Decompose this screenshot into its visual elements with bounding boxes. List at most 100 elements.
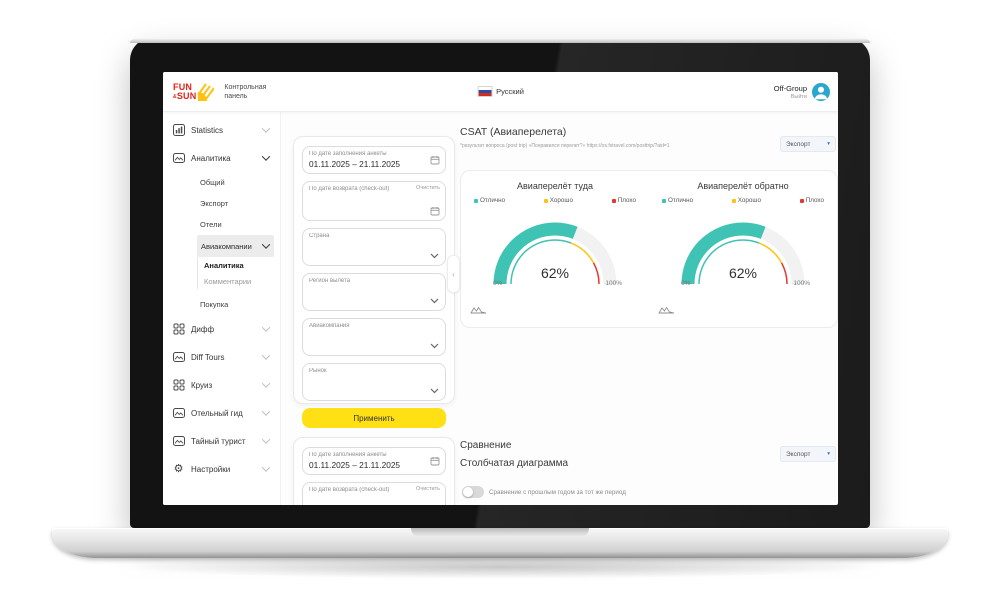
gauge-axis-labels: 0% 100% bbox=[681, 280, 810, 287]
gauge-flight-return: Авиаперелёт обратно Отлично Хорошо Плохо bbox=[649, 171, 837, 327]
toggle-knob bbox=[463, 487, 473, 497]
chevron-down-icon bbox=[261, 124, 271, 133]
csat-gauges-card: Авиаперелёт туда Отлично Хорошо Плохо bbox=[460, 170, 838, 328]
sidebar: Statistics Аналитика Общий Экспорт От bbox=[163, 112, 281, 505]
clear-link[interactable]: Очистить bbox=[416, 486, 440, 492]
country-select[interactable]: Страна bbox=[302, 228, 446, 266]
sidebar-item-avia-analitika[interactable]: Аналитика bbox=[204, 260, 244, 270]
sidebar-item-avia-kommentarii[interactable]: Комментарии bbox=[204, 276, 252, 286]
legend-dot-bad bbox=[611, 198, 616, 203]
sidebar-item-oteli[interactable]: Отели bbox=[200, 220, 222, 229]
date-checkout-field[interactable]: По дате возврата (check-out) Очистить bbox=[302, 482, 446, 505]
legend-dot-excellent bbox=[662, 198, 666, 203]
laptop-bezel: FUN &SUN Контрольная панель bbox=[130, 38, 870, 528]
dashboard-screen: FUN &SUN Контрольная панель bbox=[163, 72, 838, 505]
sidebar-item-otelniy-gid[interactable]: Отельный гид bbox=[163, 399, 280, 427]
chevron-down-icon bbox=[430, 253, 439, 259]
funsun-logo[interactable]: FUN &SUN bbox=[173, 82, 215, 101]
date-survey-field[interactable]: По дате заполнения анкеты 01.11.2025 – 2… bbox=[302, 447, 446, 475]
comparison-toggle[interactable] bbox=[462, 486, 484, 498]
sidebar-item-nastroyki[interactable]: ⚙ Настройки bbox=[163, 455, 280, 483]
app-title: Контрольная панель bbox=[224, 83, 267, 100]
filters-panel-secondary: По дате заполнения анкеты 01.11.2025 – 2… bbox=[293, 437, 455, 505]
sidebar-item-tayniy-turist[interactable]: Тайный турист bbox=[163, 427, 280, 455]
area-chart-icon bbox=[470, 306, 487, 314]
image-chart-icon bbox=[172, 407, 185, 420]
airline-select[interactable]: Авиакомпания bbox=[302, 318, 446, 356]
gauge-legend: Отлично Хорошо Плохо bbox=[649, 197, 837, 204]
user-icon bbox=[814, 86, 828, 99]
sidebar-item-kruiz[interactable]: Круиз bbox=[163, 371, 280, 399]
language-switcher[interactable]: Русский bbox=[477, 86, 524, 97]
sidebar-item-pokupka[interactable]: Покупка bbox=[200, 300, 229, 309]
calendar-icon bbox=[430, 155, 440, 165]
sun-rays-icon bbox=[197, 83, 215, 101]
language-label: Русский bbox=[496, 87, 524, 96]
date-checkout-field[interactable]: По дате возврата (check-out) Очистить bbox=[302, 181, 446, 221]
legend-dot-good bbox=[543, 198, 548, 203]
sidebar-item-statistics[interactable]: Statistics bbox=[163, 116, 280, 144]
sidebar-item-label: Дифф bbox=[191, 324, 215, 334]
image-chart-icon bbox=[172, 152, 185, 165]
sidebar-item-label: Тайный турист bbox=[191, 436, 246, 446]
chevron-down-icon bbox=[430, 343, 439, 349]
collapse-filters-handle[interactable]: ‹ bbox=[447, 255, 460, 293]
chevron-down-icon bbox=[430, 298, 439, 304]
gauge-chart: 62% bbox=[681, 222, 805, 285]
chevron-down-icon bbox=[261, 379, 271, 388]
chevron-down-icon bbox=[261, 407, 271, 416]
chevron-down-icon bbox=[430, 388, 439, 394]
toggle-label: Сравнение с прошлым годом за тот же пери… bbox=[489, 488, 626, 496]
export-button[interactable]: Экспорт ▾ bbox=[780, 136, 836, 152]
area-chart-icon bbox=[658, 306, 675, 314]
date-range-value: 01.11.2025 – 21.11.2025 bbox=[309, 460, 401, 470]
grid-icon bbox=[172, 323, 185, 336]
sidebar-item-label: Настройки bbox=[191, 464, 231, 474]
grid-icon bbox=[172, 379, 185, 392]
chevron-left-icon: ‹ bbox=[452, 269, 455, 279]
image-chart-icon bbox=[172, 435, 185, 448]
main-content: CSAT (Авиаперелета) *результат вопроса (… bbox=[460, 112, 838, 505]
sidebar-item-eksport[interactable]: Экспорт bbox=[200, 199, 229, 208]
sidebar-item-aviakompanii[interactable]: Авиакомпании bbox=[197, 235, 274, 257]
russia-flag-icon bbox=[477, 86, 493, 97]
legend-dot-excellent bbox=[474, 198, 478, 203]
legend-dot-good bbox=[731, 198, 736, 203]
clear-link[interactable]: Очистить bbox=[416, 185, 440, 191]
gauge-chart: 62% bbox=[493, 222, 617, 285]
chevron-down-icon bbox=[261, 435, 271, 444]
gear-icon: ⚙ bbox=[173, 462, 184, 475]
bar-chart-icon bbox=[172, 124, 185, 137]
top-header: FUN &SUN Контрольная панель bbox=[163, 72, 838, 112]
account-name: Off-Group bbox=[773, 83, 807, 93]
sidebar-item-obshiy[interactable]: Общий bbox=[200, 178, 225, 187]
gauge-title: Авиаперелёт обратно bbox=[697, 181, 789, 191]
aviakompanii-submenu: Аналитика Комментарии bbox=[197, 257, 280, 289]
gauge-legend: Отлично Хорошо Плохо bbox=[461, 197, 649, 204]
export-button-comparison[interactable]: Экспорт ▾ bbox=[780, 446, 836, 462]
gauge-value: 62% bbox=[729, 265, 757, 281]
sidebar-item-label: Аналитика bbox=[191, 153, 231, 163]
comparison-subtitle: Столбчатая диаграмма bbox=[460, 458, 569, 469]
chevron-down-icon bbox=[261, 240, 271, 249]
gauge-flight-outbound: Авиаперелёт туда Отлично Хорошо Плохо bbox=[461, 171, 649, 327]
gauge-title: Авиаперелёт туда bbox=[517, 181, 593, 191]
chevron-down-icon bbox=[261, 351, 271, 360]
chevron-down-icon bbox=[261, 323, 271, 332]
dropdown-arrow-icon: ▾ bbox=[827, 451, 830, 457]
avatar[interactable] bbox=[812, 82, 830, 101]
chevron-down-icon bbox=[261, 463, 271, 472]
account-menu[interactable]: Off-Group Выйти bbox=[773, 82, 830, 101]
sidebar-item-label: Круиз bbox=[191, 380, 213, 390]
sidebar-item-diff[interactable]: Дифф bbox=[163, 315, 280, 343]
market-select[interactable]: Рынок bbox=[302, 363, 446, 401]
comparison-toggle-row: Сравнение с прошлым годом за тот же пери… bbox=[462, 486, 626, 498]
sidebar-item-analytics[interactable]: Аналитика bbox=[163, 144, 280, 172]
apply-button[interactable]: Применить bbox=[302, 408, 446, 428]
region-select[interactable]: Регион вылета bbox=[302, 273, 446, 311]
filters-panel: По дате заполнения анкеты 01.11.2025 – 2… bbox=[293, 136, 460, 428]
gauge-value: 62% bbox=[541, 265, 569, 281]
sidebar-item-diff-tours[interactable]: Diff Tours bbox=[163, 343, 280, 371]
date-survey-field[interactable]: По дате заполнения анкеты 01.11.2025 – 2… bbox=[302, 146, 446, 174]
logout-link[interactable]: Выйти bbox=[790, 93, 807, 100]
